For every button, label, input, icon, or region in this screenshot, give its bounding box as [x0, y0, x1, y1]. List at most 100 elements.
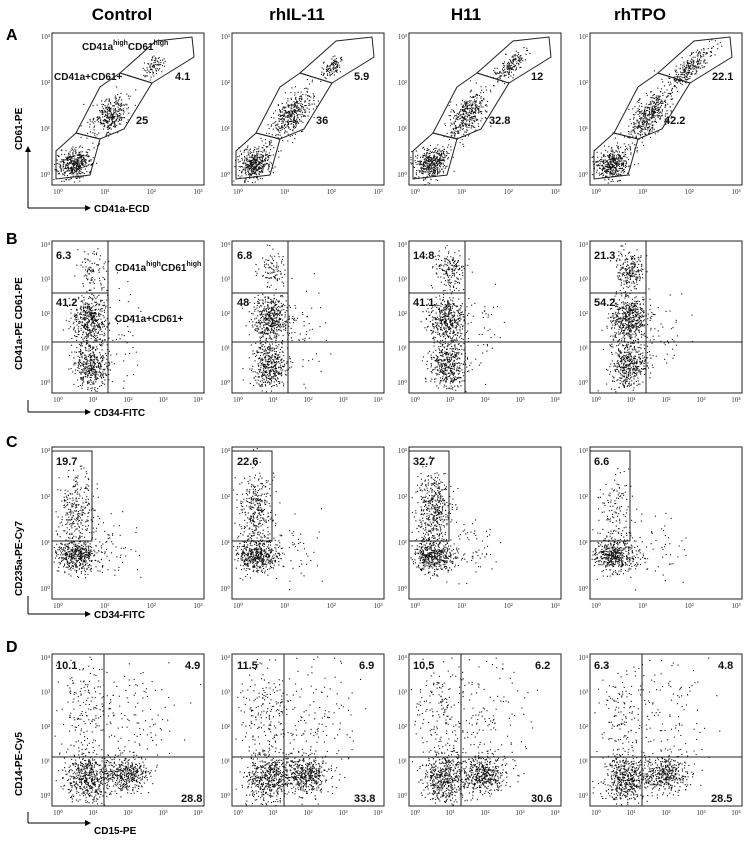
- y-tick-label: 10¹: [221, 539, 230, 547]
- panel-b-ctrl: 10⁴ 10³ 10² 10¹ 10⁰ 10⁰ 10¹ 10² 10³ 10⁴: [40, 240, 205, 404]
- y-tick-label: 10²: [221, 493, 230, 501]
- y-tick-label: 10²: [398, 723, 407, 731]
- y-tick-label: 10²: [221, 310, 230, 318]
- x-tick-label: 10¹: [268, 396, 277, 404]
- pct-d-il11-ul: 11.5: [237, 660, 258, 672]
- y-tick-label: 10¹: [398, 758, 407, 766]
- scatter-points: [233, 448, 323, 591]
- panel-a-h11: 10³ 10² 10¹ 10⁰ 10⁰ 10¹ 10² 10³: [397, 32, 562, 196]
- panel-frame: [589, 653, 743, 807]
- row-c-annotations: 19.7 22.6 32.7 6.6: [56, 456, 609, 468]
- pct-b-h11-high: 14.8: [413, 250, 434, 262]
- y-tick-label: 10²: [221, 723, 230, 731]
- scatter-points: [591, 39, 723, 184]
- x-tick-label: 10²: [123, 809, 132, 817]
- scatter-points: [53, 55, 166, 183]
- y-tick-label: 10²: [579, 723, 588, 731]
- x-tick-label: 10²: [661, 396, 670, 404]
- row-c-axis-key: CD34-FITC CD235a-PE-Cy7: [14, 521, 145, 621]
- x-tick-label: 10²: [147, 602, 156, 610]
- pct-b-h11-pos: 41.1: [413, 297, 434, 309]
- y-tick-label: 10²: [398, 493, 407, 501]
- y-tick-label: 10⁰: [220, 585, 230, 593]
- y-tick-label: 10³: [579, 689, 588, 697]
- x-tick-label: 10¹: [280, 602, 289, 610]
- y-tick-label: 10⁰: [578, 171, 588, 179]
- y-tick-label: 10⁰: [397, 379, 407, 387]
- scatter-points: [410, 657, 538, 806]
- x-tick-label: 10⁰: [53, 809, 63, 817]
- x-tick-label: 10³: [338, 809, 347, 817]
- panel-frame: [408, 32, 562, 186]
- x-tick-label: 10³: [193, 188, 202, 196]
- scatter-points: [592, 657, 721, 806]
- scatter-points: [53, 465, 142, 579]
- panel-a-tpo: 10³ 10² 10¹ 10⁰ 10⁰ 10¹ 10² 10³: [578, 32, 743, 196]
- panel-frame: [231, 240, 385, 394]
- pct-c-il11: 22.6: [237, 456, 258, 468]
- pct-b-ctrl-high: 6.3: [56, 250, 71, 262]
- y-tick-label: 10⁰: [397, 792, 407, 800]
- panel-d-il11: 10⁴ 10³ 10² 10¹ 10⁰ 10⁰ 10¹ 10² 10³ 10⁴: [220, 653, 385, 817]
- x-tick-label: 10²: [504, 188, 513, 196]
- gate-cd41a-cd61-high: [476, 36, 552, 84]
- row-c-x-axis-label: CD34-FITC: [94, 610, 145, 621]
- x-tick-label: 10³: [696, 396, 705, 404]
- y-tick-label: 10¹: [398, 345, 407, 353]
- x-tick-label: 10⁰: [233, 396, 243, 404]
- panel-d-h11: 10⁴ 10³ 10² 10¹ 10⁰ 10⁰ 10¹ 10² 10³ 10⁴: [397, 653, 562, 817]
- x-tick-label: 10¹: [457, 188, 466, 196]
- pct-d-ctrl-ur: 4.9: [185, 660, 200, 672]
- y-tick-label: 10⁰: [40, 585, 50, 593]
- y-tick-label: 10³: [41, 276, 50, 284]
- gate-label-b-pos: CD41a+CD61+: [115, 314, 184, 325]
- gate-cd41a-cd61-high: [299, 36, 375, 84]
- x-tick-label: 10³: [373, 602, 382, 610]
- pct-d-h11-lr: 30.6: [531, 793, 552, 805]
- y-tick-label: 10³: [398, 689, 407, 697]
- column-title-rhtpo: rhTPO: [614, 5, 666, 24]
- y-tick-label: 10⁰: [578, 379, 588, 387]
- x-tick-label: 10⁰: [591, 396, 601, 404]
- y-tick-label: 10³: [221, 276, 230, 284]
- pct-d-il11-lr: 33.8: [354, 793, 375, 805]
- y-tick-label: 10⁰: [40, 379, 50, 387]
- pct-a-il11-high: 5.9: [354, 71, 369, 83]
- pct-b-tpo-high: 21.3: [594, 250, 615, 262]
- y-tick-label: 10¹: [221, 125, 230, 133]
- row-c-y-axis-label: CD235a-PE-Cy7: [14, 521, 25, 596]
- y-tick-label: 10¹: [41, 539, 50, 547]
- y-tick-label: 10⁴: [398, 654, 408, 662]
- y-tick-label: 10²: [579, 79, 588, 87]
- panel-frame: [51, 240, 205, 394]
- x-tick-label: 10³: [515, 396, 524, 404]
- y-tick-label: 10²: [579, 310, 588, 318]
- panel-frame: [51, 653, 205, 807]
- panel-a-ctrl: 10³ 10² 10¹ 10⁰ 10⁰ 10¹ 10² 10³: [40, 32, 205, 196]
- row-b-x-axis-label: CD34-FITC: [94, 408, 145, 419]
- pct-d-h11-ur: 6.2: [535, 660, 550, 672]
- panel-c-il11: 10³ 10² 10¹ 10⁰ 10⁰ 10¹ 10² 10³: [220, 446, 385, 610]
- y-tick-label: 10³: [579, 33, 588, 41]
- x-tick-label: 10⁰: [591, 602, 601, 610]
- y-tick-label: 10³: [221, 689, 230, 697]
- x-tick-label: 10³: [550, 188, 559, 196]
- pct-b-il11-high: 6.8: [237, 250, 252, 262]
- x-tick-label: 10⁰: [53, 396, 63, 404]
- y-tick-label: 10²: [41, 310, 50, 318]
- row-d-y-axis-label: CD14-PE-Cy5: [14, 732, 25, 796]
- x-tick-label: 10⁴: [193, 809, 203, 817]
- pct-d-ctrl-lr: 28.8: [181, 793, 202, 805]
- x-tick-label: 10²: [504, 602, 513, 610]
- x-tick-label: 10³: [696, 809, 705, 817]
- x-tick-label: 10¹: [626, 809, 635, 817]
- pct-d-il11-ur: 6.9: [359, 660, 374, 672]
- y-tick-label: 10¹: [41, 758, 50, 766]
- pct-a-tpo-high: 22.1: [712, 71, 733, 83]
- x-tick-label: 10¹: [445, 396, 454, 404]
- x-tick-label: 10³: [338, 396, 347, 404]
- y-tick-label: 10²: [41, 493, 50, 501]
- gate-cd235a: [52, 450, 93, 542]
- y-tick-label: 10³: [221, 33, 230, 41]
- x-tick-label: 10⁰: [233, 809, 243, 817]
